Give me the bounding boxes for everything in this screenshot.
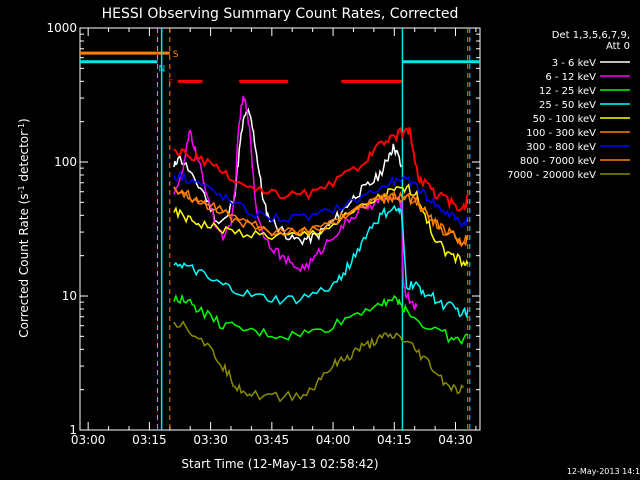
legend-header: Det 1,3,5,6,7,9, [552, 30, 630, 41]
series-line-2 [173, 293, 469, 346]
legend: Det 1,3,5,6,7,9,Att 0 3 - 6 keV 6 - 12 keV… [507, 30, 630, 181]
x-tick-label: 04:30 [438, 433, 473, 447]
legend-label-0: 3 - 6 keV [552, 58, 596, 69]
legend-header: Att 0 [606, 41, 630, 52]
series-line-7 [173, 186, 469, 248]
x-tick-label: 03:00 [71, 433, 106, 447]
legend-label-4: 50 - 100 keV [533, 114, 597, 125]
x-tick-label: 04:00 [316, 433, 351, 447]
legend-label-2: 12 - 25 keV [539, 86, 596, 97]
x-axis-label: Start Time (12-May-13 02:58:42) [181, 457, 378, 471]
y-tick-label: 100 [54, 155, 77, 169]
y-axis-label: Corrected Count Rate (s-1 detector-1) [17, 118, 32, 337]
x-tick-label: 03:30 [193, 433, 228, 447]
series-line-9 [173, 126, 469, 212]
y-tick-label: 1 [69, 423, 77, 437]
x-tick-label: 03:45 [255, 433, 290, 447]
legend-label-6: 300 - 800 keV [526, 142, 596, 153]
y-tick-label: 1000 [46, 21, 77, 35]
series-line-8 [173, 320, 465, 403]
timestamp: 12-May-2013 14:11 [567, 467, 640, 476]
legend-label-7: 800 - 7000 keV [520, 156, 596, 167]
y-tick-label: 10 [62, 289, 77, 303]
legend-label-5: 100 - 300 keV [526, 128, 596, 139]
series-line-5 [173, 186, 469, 247]
legend-label-1: 6 - 12 keV [545, 72, 596, 83]
series-lines [173, 95, 469, 403]
x-tick-label: 03:15 [132, 433, 167, 447]
axes: 03:00 03:15 03:30 03:45 04:00 04:15 04:30 1 10 10… [46, 21, 481, 447]
saa-flag-label: S [173, 50, 179, 60]
series-line-3 [173, 204, 469, 319]
legend-label-8: 7000 - 20000 keV [507, 170, 596, 181]
flag-markers: SNF [80, 28, 480, 430]
plot-frame [79, 27, 481, 431]
legend-label-3: 25 - 50 keV [539, 100, 596, 111]
series-line-6 [173, 169, 469, 228]
flare-flag-label: F [168, 78, 173, 88]
chart-title: HESSI Observing Summary Count Rates, Cor… [102, 6, 459, 22]
x-tick-label: 04:15 [377, 433, 412, 447]
